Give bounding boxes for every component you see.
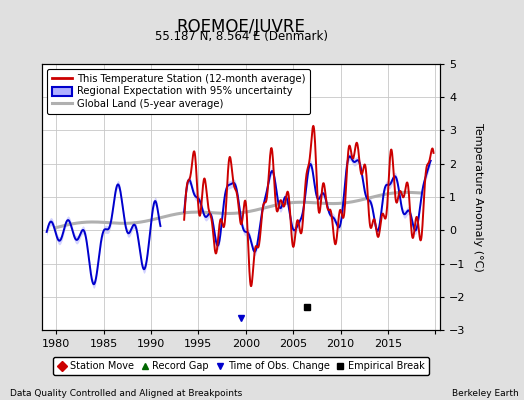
Y-axis label: Temperature Anomaly (°C): Temperature Anomaly (°C) bbox=[473, 123, 483, 271]
Legend: This Temperature Station (12-month average), Regional Expectation with 95% uncer: This Temperature Station (12-month avera… bbox=[47, 69, 310, 114]
Text: Berkeley Earth: Berkeley Earth bbox=[452, 389, 519, 398]
Text: Data Quality Controlled and Aligned at Breakpoints: Data Quality Controlled and Aligned at B… bbox=[10, 389, 243, 398]
Legend: Station Move, Record Gap, Time of Obs. Change, Empirical Break: Station Move, Record Gap, Time of Obs. C… bbox=[53, 357, 429, 375]
Text: ROEMOE/JUVRE: ROEMOE/JUVRE bbox=[177, 18, 305, 36]
Text: 55.187 N, 8.564 E (Denmark): 55.187 N, 8.564 E (Denmark) bbox=[155, 30, 328, 43]
